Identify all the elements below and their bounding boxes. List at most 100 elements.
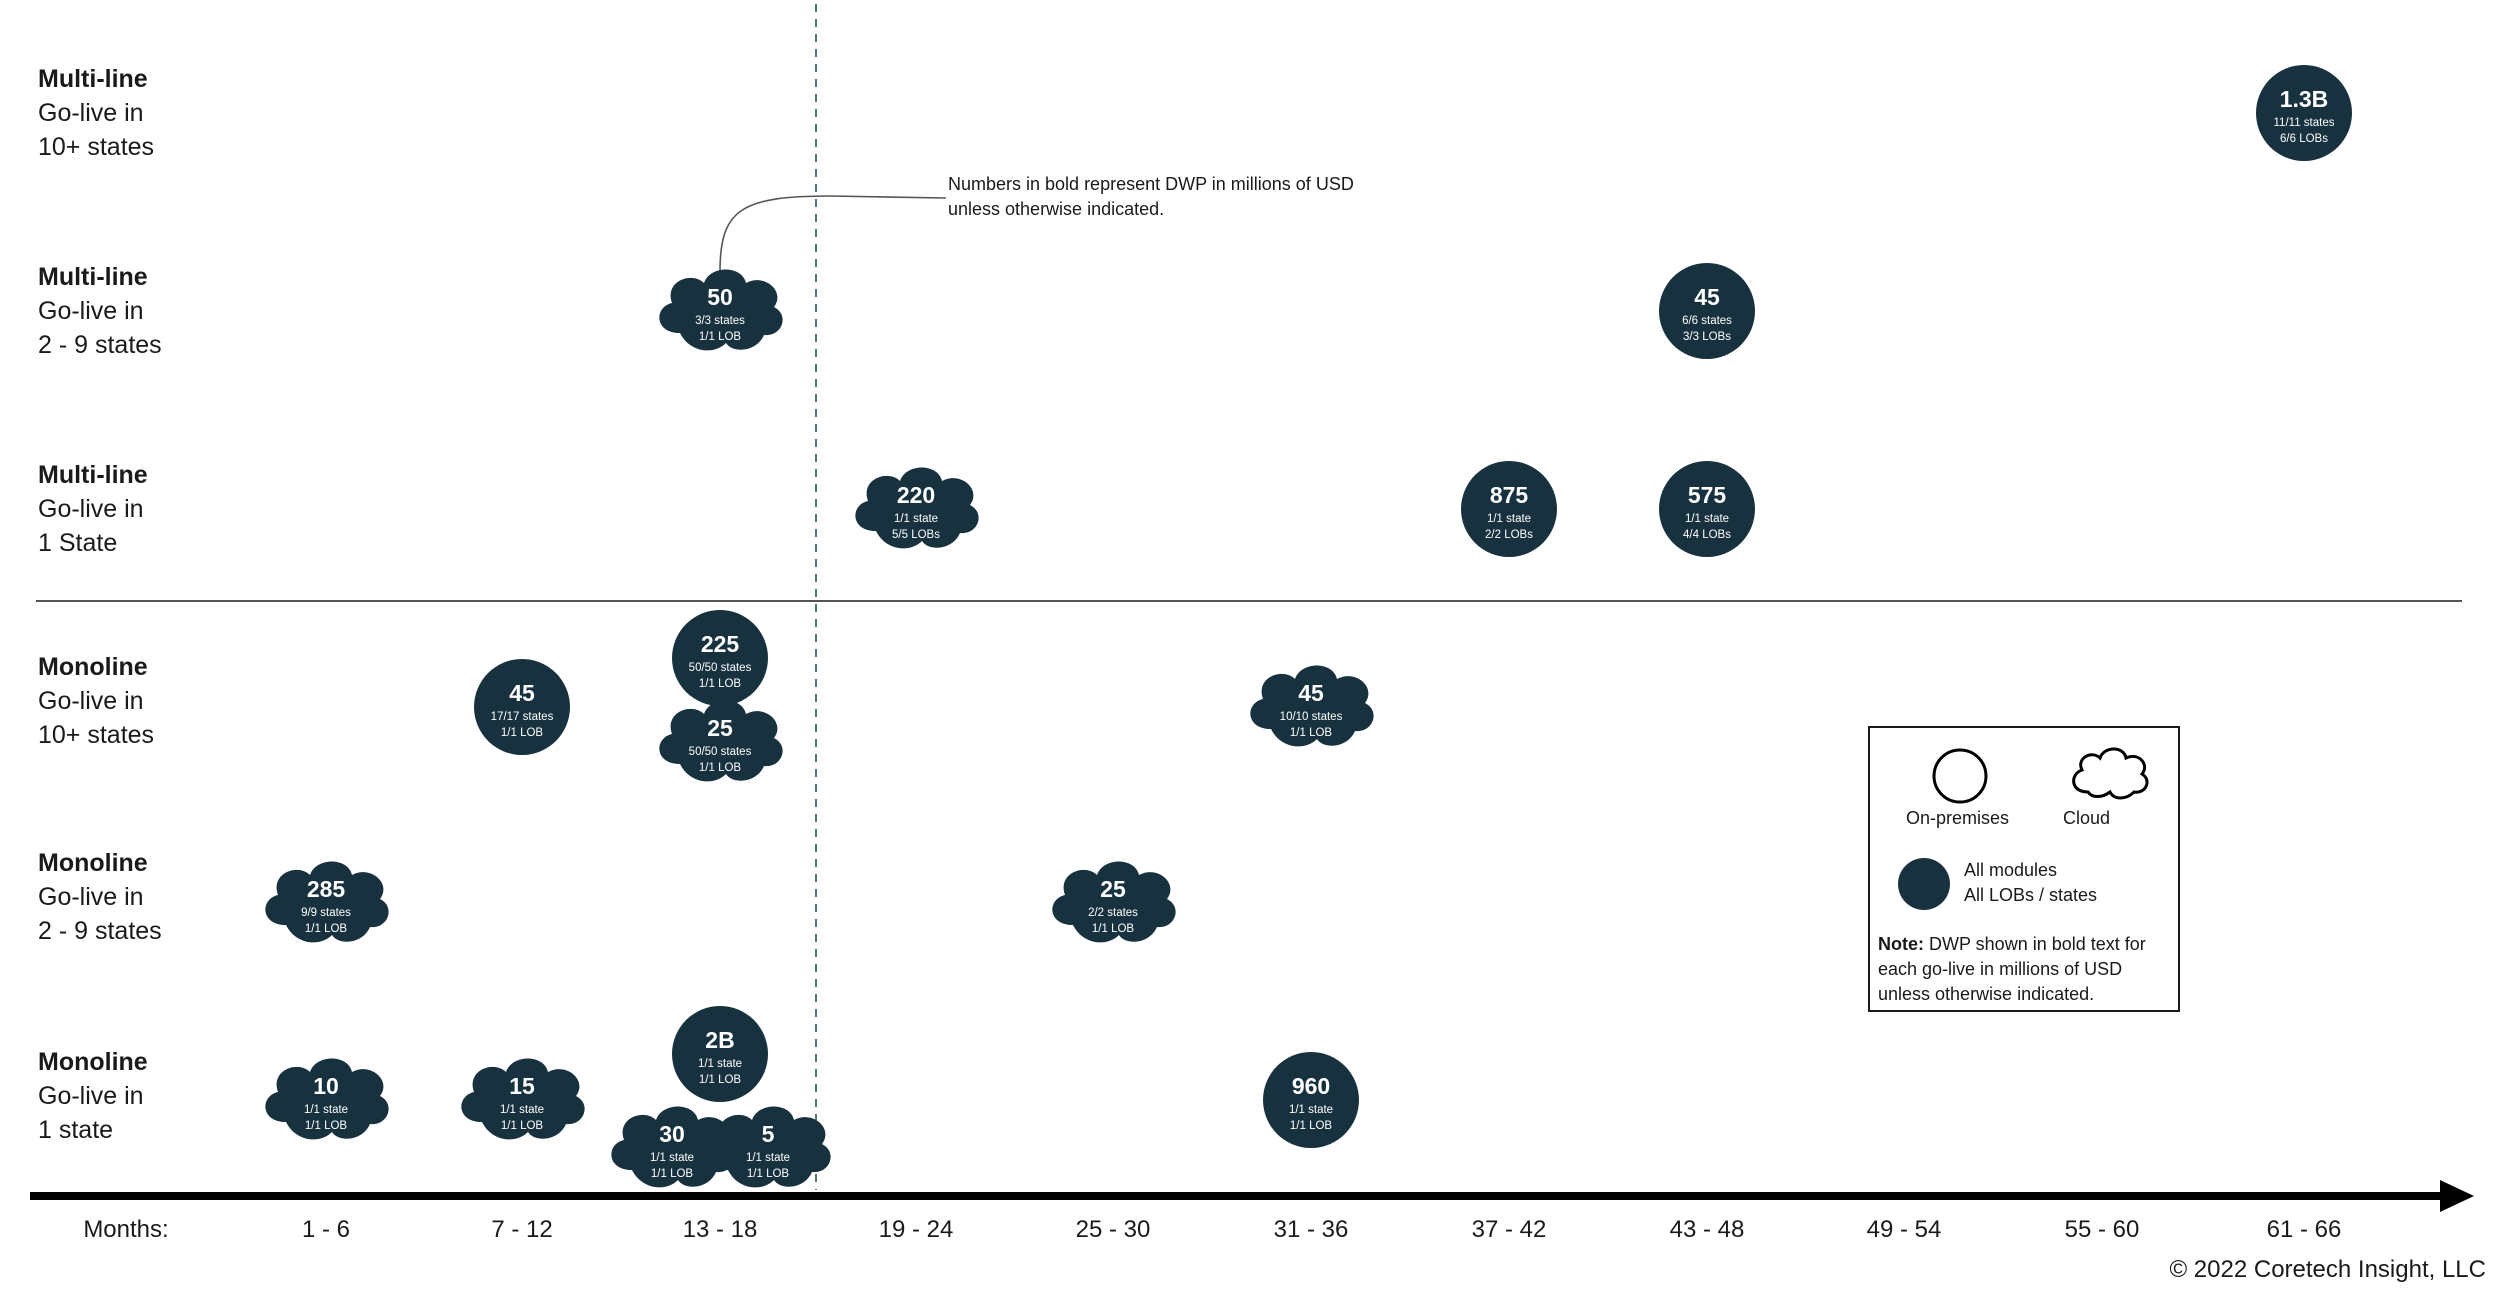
dwp-note: Numbers in bold represent DWP in million… bbox=[948, 172, 1354, 222]
states-value: 11/11 states bbox=[2274, 117, 2335, 129]
month-period-label: 25 - 30 bbox=[1075, 1216, 1151, 1243]
dwp-value: 875 bbox=[1490, 482, 1529, 508]
on-premises-go-live: 225 50/50 states 1/1 LOB bbox=[672, 610, 768, 706]
cloud-legend-icon bbox=[2072, 747, 2149, 800]
circle-marker bbox=[1461, 461, 1557, 557]
legend-note-text: DWP shown in bold text for each go-live … bbox=[1878, 934, 2146, 1004]
cloud-go-live: 30 1/1 state 1/1 LOB bbox=[611, 1106, 735, 1188]
cloud-marker bbox=[659, 269, 783, 351]
lobs-value: 3/3 LOBs bbox=[1683, 331, 1731, 343]
all-modules-label: All modules bbox=[1964, 860, 2058, 880]
row-category: Monoline bbox=[38, 653, 148, 681]
row-label-3: Monoline Go-live in 10+ states bbox=[38, 650, 154, 752]
on-premises-go-live: 45 17/17 states 1/1 LOB bbox=[474, 659, 570, 755]
dwp-value: 575 bbox=[1688, 482, 1727, 508]
dwp-note-line-1: Numbers in bold represent DWP in million… bbox=[948, 174, 1354, 194]
states-value: 9/9 states bbox=[301, 907, 351, 919]
lobs-value: 1/1 LOB bbox=[501, 727, 544, 739]
lobs-value: 1/1 LOB bbox=[305, 1120, 348, 1132]
cloud-go-live: 15 1/1 state 1/1 LOB bbox=[461, 1058, 585, 1140]
dwp-value: 285 bbox=[307, 876, 346, 902]
states-value: 3/3 states bbox=[695, 315, 745, 327]
circle-marker bbox=[474, 659, 570, 755]
cloud-go-live: 50 3/3 states 1/1 LOB bbox=[659, 269, 783, 351]
row-category: Monoline bbox=[38, 849, 148, 877]
on-premises-go-live: 45 6/6 states 3/3 LOBs bbox=[1659, 263, 1755, 359]
cloud-marker bbox=[265, 861, 389, 943]
all-lobs-label: All LOBs / states bbox=[1964, 885, 2098, 905]
row-line-2: 2 - 9 states bbox=[38, 331, 162, 359]
circle-marker bbox=[2256, 65, 2352, 161]
month-period-label: 13 - 18 bbox=[682, 1216, 758, 1243]
states-value: 1/1 state bbox=[650, 1152, 694, 1164]
states-value: 1/1 state bbox=[698, 1058, 742, 1070]
row-line-1: Go-live in bbox=[38, 99, 144, 127]
month-period-label: 49 - 54 bbox=[1866, 1216, 1942, 1243]
row-line-2: 2 - 9 states bbox=[38, 917, 162, 945]
dwp-value: 50 bbox=[707, 284, 733, 310]
states-value: 17/17 states bbox=[491, 711, 554, 723]
cloud-marker bbox=[461, 1058, 585, 1140]
row-line-1: Go-live in bbox=[38, 883, 144, 911]
lobs-value: 1/1 LOB bbox=[699, 1074, 742, 1086]
dwp-value: 30 bbox=[659, 1121, 685, 1147]
row-line-1: Go-live in bbox=[38, 495, 144, 523]
lobs-value: 1/1 LOB bbox=[501, 1120, 544, 1132]
month-period-label: 43 - 48 bbox=[1669, 1216, 1745, 1243]
row-line-2: 10+ states bbox=[38, 133, 155, 161]
states-value: 1/1 state bbox=[746, 1152, 790, 1164]
cloud-go-live: 25 50/50 states 1/1 LOB bbox=[659, 700, 783, 782]
lobs-value: 5/5 LOBs bbox=[892, 529, 940, 541]
copyright: © 2022 Coretech Insight, LLC bbox=[2169, 1256, 2486, 1283]
on-premises-go-live: 960 1/1 state 1/1 LOB bbox=[1263, 1052, 1359, 1148]
row-label-4: Monoline Go-live in 2 - 9 states bbox=[38, 846, 162, 948]
lobs-value: 1/1 LOB bbox=[699, 762, 742, 774]
circle-marker bbox=[1659, 461, 1755, 557]
states-value: 2/2 states bbox=[1088, 907, 1138, 919]
legend-note: Note: DWP shown in bold text for each go… bbox=[1878, 932, 2168, 1007]
dwp-value: 1.3B bbox=[2280, 86, 2329, 112]
cloud-go-live: 5 1/1 state 1/1 LOB bbox=[707, 1106, 831, 1188]
states-value: 6/6 states bbox=[1682, 315, 1732, 327]
row-line-2: 1 state bbox=[38, 1116, 114, 1144]
row-line-1: Go-live in bbox=[38, 687, 144, 715]
cloud-go-live: 45 10/10 states 1/1 LOB bbox=[1250, 665, 1374, 747]
lobs-value: 1/1 LOB bbox=[747, 1168, 790, 1180]
on-premises-go-live: 2B 1/1 state 1/1 LOB bbox=[672, 1006, 768, 1102]
row-label-1: Multi-line Go-live in 2 - 9 states bbox=[38, 260, 162, 362]
circle-marker bbox=[1263, 1052, 1359, 1148]
months-axis-label: Months: bbox=[83, 1216, 169, 1243]
cloud-marker bbox=[855, 467, 979, 549]
legend-note-bold: Note: bbox=[1878, 934, 1924, 954]
cloud-marker bbox=[1250, 665, 1374, 747]
states-value: 10/10 states bbox=[1280, 711, 1343, 723]
row-label-5: Monoline Go-live in 1 state bbox=[38, 1045, 148, 1147]
row-label-0: Multi-line Go-live in 10+ states bbox=[38, 62, 154, 164]
row-line-1: Go-live in bbox=[38, 297, 144, 325]
lobs-value: 4/4 LOBs bbox=[1683, 529, 1731, 541]
go-live-items: 1.3B 11/11 states 6/6 LOBs 50 3/3 states 1/1 … bbox=[265, 65, 2352, 1188]
dwp-value: 45 bbox=[509, 680, 535, 706]
month-period-label: 7 - 12 bbox=[491, 1216, 553, 1243]
cloud-go-live: 25 2/2 states 1/1 LOB bbox=[1052, 861, 1176, 943]
row-category: Multi-line bbox=[38, 263, 148, 291]
states-value: 50/50 states bbox=[689, 746, 752, 758]
states-value: 50/50 states bbox=[689, 662, 752, 674]
lobs-value: 6/6 LOBs bbox=[2280, 133, 2328, 145]
month-period-label: 1 - 6 bbox=[301, 1216, 351, 1243]
states-value: 1/1 state bbox=[1487, 513, 1531, 525]
lobs-value: 1/1 LOB bbox=[699, 331, 742, 343]
circle-marker bbox=[672, 1006, 768, 1102]
month-period-label: 19 - 24 bbox=[878, 1216, 954, 1243]
cloud-marker bbox=[611, 1106, 735, 1188]
lobs-value: 1/1 LOB bbox=[1290, 1120, 1333, 1132]
lobs-value: 1/1 LOB bbox=[1092, 923, 1135, 935]
month-period-label: 31 - 36 bbox=[1273, 1216, 1349, 1243]
row-category: Multi-line bbox=[38, 65, 148, 93]
cloud-label: Cloud bbox=[2063, 808, 2111, 828]
states-value: 1/1 state bbox=[500, 1104, 544, 1116]
lobs-value: 1/1 LOB bbox=[1290, 727, 1333, 739]
row-line-1: Go-live in bbox=[38, 1082, 144, 1110]
on-premises-go-live: 1.3B 11/11 states 6/6 LOBs bbox=[2256, 65, 2352, 161]
